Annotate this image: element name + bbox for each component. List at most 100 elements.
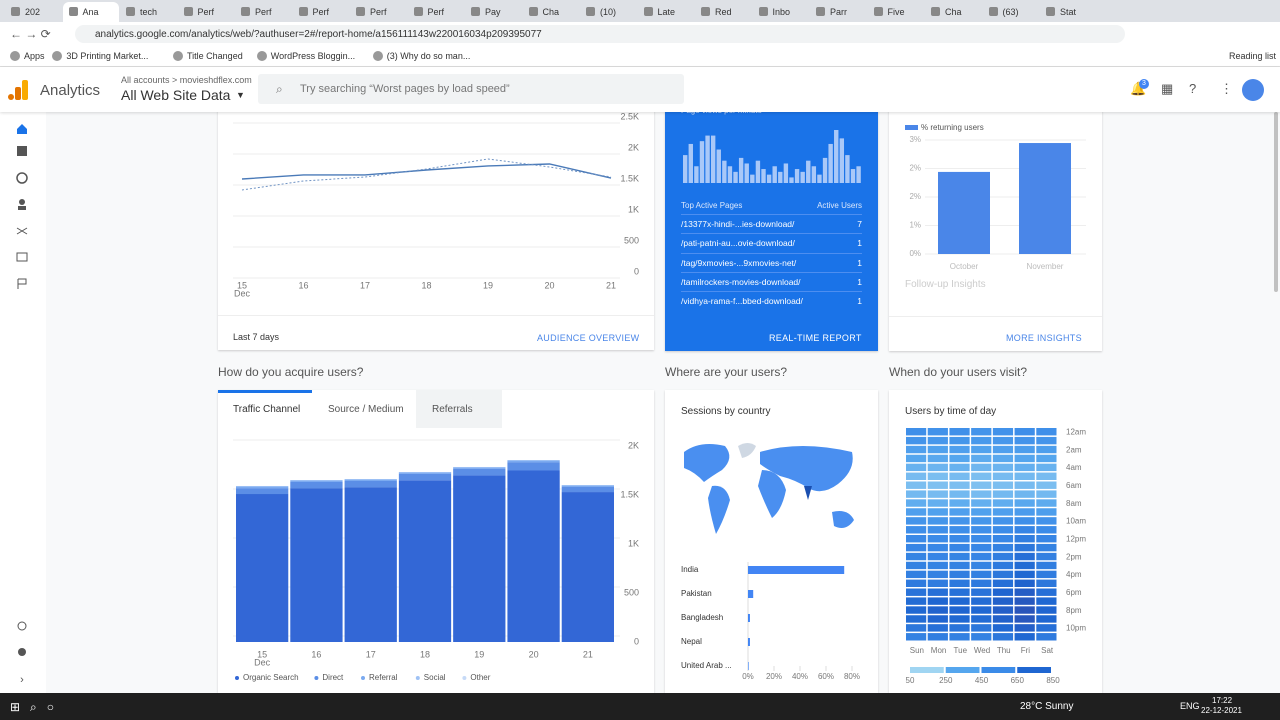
sidebar: › — [0, 112, 46, 693]
tab-title: (10) — [600, 7, 617, 17]
omnibox[interactable] — [75, 25, 1125, 43]
users-header: Active Users — [817, 201, 862, 210]
favicon — [758, 7, 768, 16]
scrollbar[interactable] — [1274, 112, 1278, 292]
favicon — [643, 7, 653, 16]
bookmark[interactable]: 3D Printing Market... — [66, 51, 149, 61]
realtime-link[interactable]: REAL-TIME REPORT — [769, 333, 862, 343]
card-title: Users by time of day — [905, 406, 997, 417]
card-title: Sessions by country — [681, 406, 771, 417]
row-divider — [681, 214, 862, 215]
tab[interactable]: Perf — [235, 2, 291, 22]
tab[interactable]: Five — [868, 2, 924, 22]
followup[interactable]: Follow-up Insights — [905, 279, 986, 290]
tab-title: Perf — [312, 7, 330, 17]
page-path[interactable]: /vidhya-rama-f...bbed-download/ — [681, 296, 803, 307]
tab[interactable]: Perf — [178, 2, 234, 22]
tab[interactable]: Perf — [408, 2, 464, 22]
favicon — [126, 7, 135, 16]
favicon — [183, 7, 193, 16]
realtime-card: Page views per minute Top Active Pages A… — [665, 106, 878, 351]
bookmark-icon — [10, 51, 20, 61]
reading-list[interactable]: Reading list — [1229, 51, 1277, 61]
tab[interactable]: Traffic Channel — [233, 404, 301, 415]
tab[interactable]: Perf — [350, 2, 406, 22]
tab-title: Inbo — [772, 7, 791, 17]
tab-title: Perf — [370, 7, 387, 17]
favicon — [1046, 7, 1055, 16]
tab[interactable]: Stat — [1040, 2, 1096, 22]
taskbar: ⊞ ⌕ ○ 28°C Sunny ENG 17:22 22-12-2021 — [0, 693, 1280, 720]
favicon — [471, 7, 480, 16]
tab[interactable]: Cha — [925, 2, 981, 22]
bookmark-icon — [256, 51, 267, 61]
favicon — [11, 7, 20, 16]
date: 22-12-2021 — [1201, 706, 1242, 715]
audience-card: Last 7 days AUDIENCE OVERVIEW — [218, 106, 654, 350]
tab[interactable]: Ana — [62, 2, 119, 22]
favicon — [356, 7, 365, 16]
insights-link[interactable]: MORE INSIGHTS — [1006, 333, 1082, 343]
svg-text:›: › — [20, 674, 24, 686]
tab-title: Pay — [485, 7, 501, 17]
page-path[interactable]: /pati-patni-au...ovie-download/ — [681, 238, 795, 249]
tab-title: Perf — [255, 7, 272, 17]
tab[interactable]: Cha — [523, 2, 579, 22]
bookmark[interactable]: Title Changed — [187, 51, 243, 61]
tab[interactable]: Source / Medium — [328, 404, 404, 415]
audience-link[interactable]: AUDIENCE OVERVIEW — [537, 333, 640, 343]
tab-title: Five — [887, 7, 905, 17]
favicon — [241, 7, 250, 16]
acquire-card: Traffic Channel Source / Medium Referral… — [218, 390, 654, 693]
address-bar: ← → ⟳ analytics.google.com/analytics/web… — [0, 22, 1280, 46]
time-card: Users by time of day — [889, 390, 1102, 693]
favicon — [68, 7, 78, 16]
tab[interactable]: tech — [120, 2, 176, 22]
tab[interactable]: Referrals — [432, 404, 473, 415]
bookmark[interactable]: WordPress Bloggin... — [270, 51, 356, 61]
active-users: 1 — [857, 276, 862, 287]
bookmark-icon — [372, 51, 383, 61]
breadcrumb[interactable]: All accounts > movieshdflex.com — [121, 75, 252, 85]
tab-title: Cha — [945, 7, 962, 17]
tab[interactable]: Red — [695, 2, 751, 22]
tab-title: Parr — [830, 7, 848, 17]
property[interactable]: All Web Site Data — [121, 87, 231, 103]
active-users: 1 — [857, 296, 862, 307]
favicon — [988, 7, 998, 16]
language: ENG — [1180, 701, 1200, 711]
page-path[interactable]: /13377x-hindi-...ies-download/ — [681, 219, 795, 229]
avatar[interactable] — [1242, 79, 1264, 101]
logo — [8, 80, 28, 100]
tab-title: 202 — [25, 7, 41, 17]
date-range[interactable]: Last 7 days — [233, 332, 280, 342]
favicon — [931, 7, 940, 16]
bookmark[interactable]: Apps — [24, 51, 45, 61]
tab-title: Late — [657, 7, 676, 17]
tab[interactable]: Parr — [810, 2, 866, 22]
bookmark-icon — [173, 51, 183, 61]
tab[interactable]: Pay — [465, 2, 521, 22]
favicon — [873, 7, 883, 16]
section-heading: When do your users visit? — [889, 365, 1028, 379]
section-heading: Where are your users? — [665, 365, 788, 379]
tab[interactable]: Perf — [293, 2, 349, 22]
bookmark[interactable]: (3) Why do so man... — [386, 51, 471, 61]
tab[interactable]: (10) — [580, 2, 636, 22]
favicon — [701, 7, 710, 16]
row-divider — [681, 252, 862, 254]
favicon — [413, 7, 423, 16]
tab[interactable]: Late — [638, 2, 694, 22]
bookmark-icon — [52, 51, 63, 61]
tab[interactable]: 202 — [5, 2, 61, 22]
page-path[interactable]: /tamilrockers-movies-download/ — [681, 276, 801, 287]
active-users: 7 — [857, 219, 862, 229]
tab[interactable]: Inbo — [753, 2, 809, 22]
clock: 17:22 — [1212, 696, 1233, 705]
tab[interactable]: (63) — [983, 2, 1039, 22]
pages-header: Top Active Pages — [681, 201, 743, 210]
search-box[interactable] — [258, 74, 684, 104]
page-path[interactable]: /tag/9xmovies-...9xmovies-net/ — [681, 257, 797, 268]
product-name: Analytics — [40, 82, 101, 99]
